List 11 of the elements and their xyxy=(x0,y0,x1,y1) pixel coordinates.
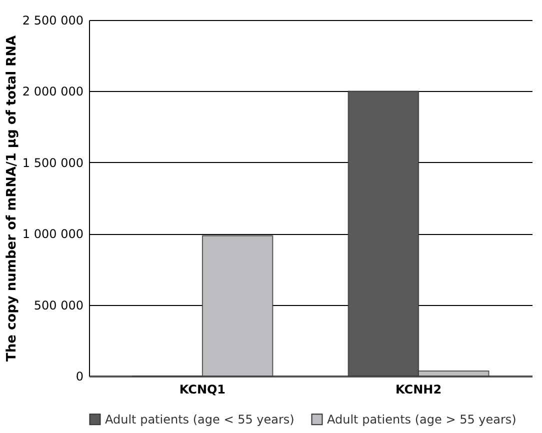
x-tick-label: KCNQ1 xyxy=(179,382,226,396)
y-tick-label: 0 xyxy=(76,370,84,384)
legend-label: Adult patients (age < 55 years) xyxy=(105,412,294,426)
y-tick-label: 500 000 xyxy=(34,298,84,312)
legend-label: Adult patients (age > 55 years) xyxy=(327,412,516,426)
y-tick-label: 1 000 000 xyxy=(22,227,84,242)
y-axis-title: The copy number of mRNA/1 µg of total RNA xyxy=(4,35,20,362)
y-tick-label: 2 500 000 xyxy=(22,14,84,28)
x-tick-label: KCNH2 xyxy=(396,382,442,396)
y-tick-label: 1 500 000 xyxy=(22,156,84,170)
y-tick-label: 2 000 000 xyxy=(22,84,84,99)
